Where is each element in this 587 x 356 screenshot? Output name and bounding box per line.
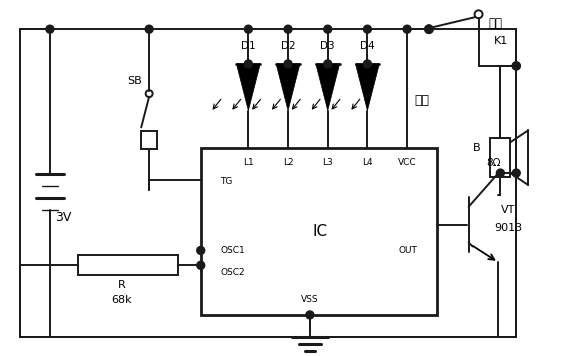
Circle shape	[512, 169, 520, 177]
Text: OSC1: OSC1	[221, 246, 245, 255]
Circle shape	[363, 25, 372, 33]
Circle shape	[324, 25, 332, 33]
Circle shape	[284, 60, 292, 68]
Circle shape	[512, 62, 520, 70]
Text: IC: IC	[312, 224, 328, 239]
Polygon shape	[276, 64, 300, 110]
Bar	[491, 138, 510, 177]
Text: D3: D3	[321, 41, 335, 51]
Circle shape	[46, 25, 54, 33]
Text: 门铃: 门铃	[488, 17, 502, 30]
Circle shape	[363, 60, 372, 68]
Text: L4: L4	[362, 158, 373, 167]
Circle shape	[244, 60, 252, 68]
Circle shape	[497, 169, 504, 177]
Text: 68k: 68k	[111, 295, 131, 305]
Text: OUT: OUT	[398, 246, 417, 255]
Circle shape	[197, 261, 205, 269]
Text: 发光: 发光	[414, 94, 429, 107]
Circle shape	[324, 60, 332, 68]
Text: K1: K1	[494, 36, 508, 46]
Circle shape	[145, 25, 153, 33]
Circle shape	[403, 25, 411, 33]
Text: 3V: 3V	[55, 211, 71, 224]
Text: R: R	[117, 280, 125, 290]
Text: B: B	[473, 143, 481, 153]
Text: D4: D4	[360, 41, 375, 51]
Bar	[201, 148, 437, 315]
Circle shape	[244, 25, 252, 33]
Text: 8Ω: 8Ω	[487, 158, 501, 168]
Text: 9013: 9013	[494, 222, 522, 232]
Text: L2: L2	[283, 158, 294, 167]
Circle shape	[284, 25, 292, 33]
Text: VCC: VCC	[398, 158, 416, 167]
Bar	[77, 255, 178, 275]
Circle shape	[306, 311, 314, 319]
Polygon shape	[237, 64, 260, 110]
Circle shape	[197, 246, 205, 255]
Circle shape	[425, 25, 433, 33]
Circle shape	[512, 62, 520, 70]
Text: D2: D2	[281, 41, 295, 51]
Text: OSC2: OSC2	[221, 268, 245, 277]
Polygon shape	[316, 64, 340, 110]
Polygon shape	[356, 64, 379, 110]
Text: L1: L1	[243, 158, 254, 167]
Text: L3: L3	[322, 158, 333, 167]
Text: VT: VT	[501, 205, 515, 215]
Text: SB: SB	[127, 76, 142, 86]
Bar	[141, 131, 157, 149]
Text: TG: TG	[221, 178, 233, 187]
Text: D1: D1	[241, 41, 256, 51]
Text: VSS: VSS	[301, 294, 319, 304]
